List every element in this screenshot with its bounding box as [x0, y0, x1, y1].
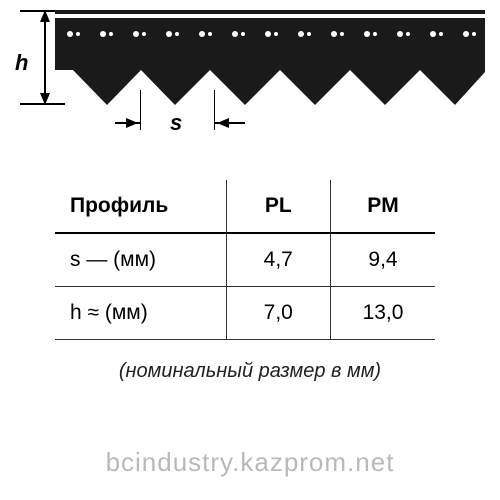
s-tick-left: [140, 90, 141, 130]
row-h-pm: 13,0: [331, 287, 436, 340]
row-s-pl: 4,7: [226, 233, 331, 287]
row-h-pl: 7,0: [226, 287, 331, 340]
table-header-row: Профиль PL PM: [55, 180, 435, 233]
s-arrow-right-icon: [217, 118, 229, 128]
col-pl: PL: [226, 180, 331, 233]
h-dimension-line: [44, 20, 46, 95]
specs-table: Профиль PL PM s — (мм) 4,7 9,4 h ≈ (мм) …: [55, 180, 435, 340]
s-tick-right: [214, 90, 215, 130]
col-pm: PM: [331, 180, 436, 233]
table-row: h ≈ (мм) 7,0 13,0: [55, 287, 435, 340]
spacing-dimension-indicator: s: [140, 105, 240, 145]
s-dimension-label: s: [170, 110, 182, 136]
h-dimension-label: h: [15, 50, 28, 76]
belt-profile-diagram: [55, 10, 485, 105]
row-h-label: h ≈ (мм): [55, 287, 226, 340]
height-dimension-indicator: h: [15, 10, 50, 105]
row-s-label: s — (мм): [55, 233, 226, 287]
s-arrow-left-icon: [126, 118, 138, 128]
table-row: s — (мм) 4,7 9,4: [55, 233, 435, 287]
row-s-pm: 9,4: [331, 233, 436, 287]
footer-note: (номинальный размер в мм): [0, 360, 500, 383]
col-profile: Профиль: [55, 180, 226, 233]
watermark-text: bcindustry.kazprom.net: [0, 447, 500, 478]
profile-specs-table: Профиль PL PM s — (мм) 4,7 9,4 h ≈ (мм) …: [55, 180, 435, 340]
